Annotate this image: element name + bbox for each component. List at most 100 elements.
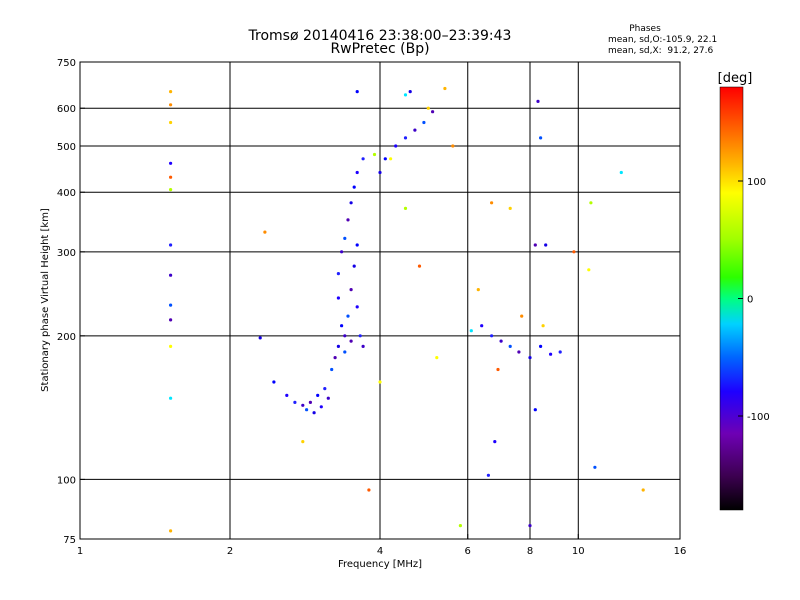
data-point <box>413 128 417 132</box>
data-point <box>346 314 350 318</box>
x-tick-label: 8 <box>527 546 533 557</box>
y-tick-label: 400 <box>57 188 76 199</box>
data-point <box>352 185 356 189</box>
data-point <box>549 352 553 356</box>
data-point <box>508 344 512 348</box>
data-point <box>499 339 503 343</box>
colorbar-tick-label: 0 <box>747 295 753 306</box>
data-point <box>169 161 173 165</box>
data-point <box>272 380 276 384</box>
data-point <box>417 264 422 268</box>
data-point <box>346 218 350 222</box>
data-point <box>403 93 408 97</box>
data-point <box>528 356 532 360</box>
data-point <box>316 393 320 397</box>
data-point <box>490 201 494 205</box>
stats-o-mode: mean, sd,O:-105.9, 22.1 <box>608 35 717 45</box>
y-tick-label: 300 <box>57 248 76 259</box>
colorbar-tick-label: -100 <box>747 412 770 423</box>
stats-x-mode: mean, sd,X: 91.2, 27.6 <box>608 46 714 56</box>
data-point <box>476 288 480 292</box>
data-point <box>169 243 173 247</box>
x-gridlines <box>229 62 579 539</box>
data-point <box>293 400 297 404</box>
data-point <box>336 272 340 276</box>
data-point <box>480 324 484 328</box>
data-point <box>169 188 173 192</box>
data-point <box>520 314 524 318</box>
data-point <box>403 136 408 140</box>
data-point <box>443 86 447 91</box>
data-point <box>355 90 359 94</box>
data-point <box>361 344 365 348</box>
data-point <box>539 136 543 140</box>
data-point <box>486 473 490 477</box>
y-tick-label: 600 <box>57 104 76 115</box>
y-tick-label: 500 <box>57 142 76 153</box>
data-point <box>323 387 327 391</box>
data-point <box>169 90 173 94</box>
data-point <box>469 329 473 333</box>
data-point <box>308 400 312 404</box>
data-point <box>301 440 305 444</box>
data-point <box>587 268 591 272</box>
chart-title: Tromsø 20140416 23:38:00–23:39:43 <box>248 28 512 44</box>
data-point <box>536 99 540 103</box>
data-point <box>451 144 455 148</box>
x-tick-label: 10 <box>572 546 585 557</box>
x-tick-labels: 1 2 4 6 8 10 16 <box>77 534 687 557</box>
y-axis-label: Stationary phase Virtual Height [km] <box>40 208 51 392</box>
x-tick-label: 16 <box>674 546 687 557</box>
data-point <box>169 273 173 277</box>
data-point <box>169 396 173 400</box>
data-point <box>349 339 353 343</box>
data-points <box>169 86 645 533</box>
data-point <box>367 488 371 492</box>
y-tick-label: 75 <box>63 535 76 546</box>
data-point <box>426 106 430 110</box>
stats-heading: Phases <box>629 24 661 34</box>
data-point <box>352 264 356 268</box>
data-point <box>490 334 494 338</box>
data-point <box>431 110 435 114</box>
data-point <box>355 305 359 309</box>
data-point <box>372 152 377 157</box>
y-tick-labels: 75 100 200 300 400 500 600 750 <box>57 58 85 546</box>
data-point <box>258 336 262 340</box>
data-point <box>169 103 173 107</box>
data-point <box>403 206 408 210</box>
data-point <box>528 524 532 528</box>
data-point <box>394 144 398 148</box>
data-point <box>169 344 173 348</box>
data-point <box>558 350 562 354</box>
data-point <box>358 334 362 338</box>
data-point <box>572 250 576 254</box>
data-point <box>641 488 645 492</box>
data-point <box>517 350 521 354</box>
x-tick-label: 6 <box>465 546 471 557</box>
data-point <box>340 324 344 328</box>
data-point <box>389 157 393 161</box>
data-point <box>458 524 462 528</box>
colorbar-ticks: 100 0 -100 <box>738 177 770 423</box>
data-point <box>355 243 359 247</box>
data-point <box>589 201 593 205</box>
data-point <box>169 120 173 125</box>
data-point <box>435 356 439 360</box>
data-point <box>544 243 548 247</box>
data-point <box>593 465 597 469</box>
chart-subtitle: RwPretec (Bp) <box>330 41 429 57</box>
data-point <box>312 411 316 415</box>
data-point <box>169 303 173 307</box>
data-point <box>319 405 323 409</box>
data-point <box>619 170 623 175</box>
x-axis-label: Frequency [MHz] <box>338 559 422 570</box>
data-point <box>422 120 426 125</box>
data-point <box>508 206 512 210</box>
data-point <box>343 350 347 354</box>
data-point <box>493 440 497 444</box>
data-point <box>169 318 173 322</box>
data-point <box>169 529 173 533</box>
data-point <box>326 396 330 400</box>
